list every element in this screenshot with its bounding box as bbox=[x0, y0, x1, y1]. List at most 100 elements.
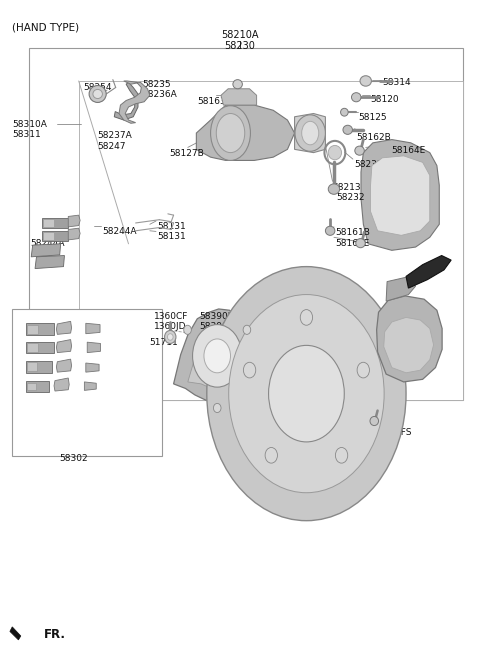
Polygon shape bbox=[174, 309, 251, 401]
Text: (HAND TYPE): (HAND TYPE) bbox=[12, 22, 79, 32]
Ellipse shape bbox=[216, 114, 245, 152]
Polygon shape bbox=[56, 359, 72, 372]
Text: 58162B: 58162B bbox=[356, 133, 391, 142]
Ellipse shape bbox=[370, 417, 379, 426]
Ellipse shape bbox=[228, 294, 384, 493]
Text: 58244A: 58244A bbox=[102, 227, 137, 236]
Polygon shape bbox=[196, 105, 295, 160]
Text: 58125: 58125 bbox=[359, 113, 387, 122]
Text: 58237A: 58237A bbox=[97, 131, 132, 140]
Ellipse shape bbox=[243, 362, 256, 378]
Text: FR.: FR. bbox=[44, 628, 66, 641]
Ellipse shape bbox=[204, 339, 230, 373]
Ellipse shape bbox=[295, 115, 325, 151]
Ellipse shape bbox=[207, 267, 406, 521]
Ellipse shape bbox=[214, 403, 221, 413]
Polygon shape bbox=[54, 378, 69, 391]
Polygon shape bbox=[86, 323, 100, 334]
Polygon shape bbox=[188, 325, 243, 389]
Ellipse shape bbox=[233, 79, 242, 89]
Ellipse shape bbox=[269, 346, 344, 442]
Polygon shape bbox=[361, 139, 439, 250]
Text: 58163B: 58163B bbox=[197, 97, 232, 106]
Text: 58127B: 58127B bbox=[169, 149, 204, 158]
Polygon shape bbox=[31, 244, 60, 257]
Ellipse shape bbox=[351, 93, 361, 102]
Ellipse shape bbox=[328, 184, 340, 194]
Text: 58164E: 58164E bbox=[391, 146, 425, 155]
Text: 58390B: 58390B bbox=[200, 311, 235, 321]
Text: 58164E: 58164E bbox=[335, 238, 369, 248]
Text: 1220FS: 1220FS bbox=[379, 428, 412, 437]
Ellipse shape bbox=[165, 330, 176, 344]
Polygon shape bbox=[68, 228, 80, 240]
Text: 58310A: 58310A bbox=[12, 120, 47, 129]
Text: 58254: 58254 bbox=[84, 83, 112, 92]
Ellipse shape bbox=[300, 309, 312, 325]
Ellipse shape bbox=[343, 125, 352, 135]
Polygon shape bbox=[384, 317, 433, 373]
Ellipse shape bbox=[360, 76, 372, 86]
Ellipse shape bbox=[336, 447, 348, 463]
Polygon shape bbox=[68, 215, 80, 227]
Text: 58233: 58233 bbox=[354, 160, 383, 170]
Ellipse shape bbox=[328, 145, 342, 160]
Text: 51711: 51711 bbox=[149, 338, 178, 347]
Text: 58247: 58247 bbox=[97, 141, 126, 150]
Ellipse shape bbox=[357, 362, 370, 378]
Polygon shape bbox=[42, 231, 68, 240]
Text: 58244A: 58244A bbox=[30, 239, 65, 248]
Polygon shape bbox=[42, 217, 68, 227]
Polygon shape bbox=[87, 342, 100, 353]
Polygon shape bbox=[84, 382, 96, 390]
Polygon shape bbox=[56, 321, 72, 334]
Bar bbox=[79, 81, 463, 400]
Polygon shape bbox=[26, 382, 36, 390]
Text: 58311: 58311 bbox=[12, 131, 41, 139]
Polygon shape bbox=[114, 82, 138, 120]
Text: 58131: 58131 bbox=[157, 221, 186, 231]
Ellipse shape bbox=[325, 226, 335, 235]
Ellipse shape bbox=[168, 334, 173, 340]
Text: 58161B: 58161B bbox=[335, 228, 370, 237]
Polygon shape bbox=[25, 381, 49, 392]
Ellipse shape bbox=[265, 447, 277, 463]
Text: 58120: 58120 bbox=[371, 95, 399, 104]
Polygon shape bbox=[43, 219, 54, 227]
Polygon shape bbox=[86, 363, 99, 372]
Polygon shape bbox=[377, 296, 442, 382]
Polygon shape bbox=[25, 323, 54, 335]
Ellipse shape bbox=[341, 108, 348, 116]
Polygon shape bbox=[25, 361, 52, 373]
Text: 58390C: 58390C bbox=[200, 322, 235, 331]
Ellipse shape bbox=[211, 106, 251, 160]
Ellipse shape bbox=[184, 325, 192, 334]
Polygon shape bbox=[26, 325, 38, 334]
Text: 58236A: 58236A bbox=[143, 90, 178, 99]
Ellipse shape bbox=[243, 325, 251, 334]
Polygon shape bbox=[295, 114, 325, 152]
Polygon shape bbox=[26, 363, 37, 371]
Polygon shape bbox=[119, 81, 150, 124]
Ellipse shape bbox=[89, 85, 106, 102]
Polygon shape bbox=[10, 627, 21, 640]
Polygon shape bbox=[26, 343, 38, 352]
Text: 58302: 58302 bbox=[60, 453, 88, 463]
Ellipse shape bbox=[192, 325, 242, 387]
Text: 58213: 58213 bbox=[333, 183, 361, 192]
Text: 58314: 58314 bbox=[383, 78, 411, 87]
Polygon shape bbox=[25, 342, 54, 353]
Text: 58232: 58232 bbox=[336, 193, 365, 202]
Polygon shape bbox=[56, 340, 72, 353]
Polygon shape bbox=[386, 277, 416, 301]
Text: 1360CF: 1360CF bbox=[154, 311, 188, 321]
Bar bbox=[12, 309, 162, 455]
Text: 58131: 58131 bbox=[157, 232, 186, 241]
Ellipse shape bbox=[93, 89, 102, 99]
Text: 58230: 58230 bbox=[225, 41, 255, 51]
Polygon shape bbox=[35, 256, 64, 269]
Polygon shape bbox=[406, 256, 451, 288]
Text: 58235: 58235 bbox=[143, 79, 171, 89]
Ellipse shape bbox=[301, 122, 319, 145]
Polygon shape bbox=[371, 156, 430, 235]
